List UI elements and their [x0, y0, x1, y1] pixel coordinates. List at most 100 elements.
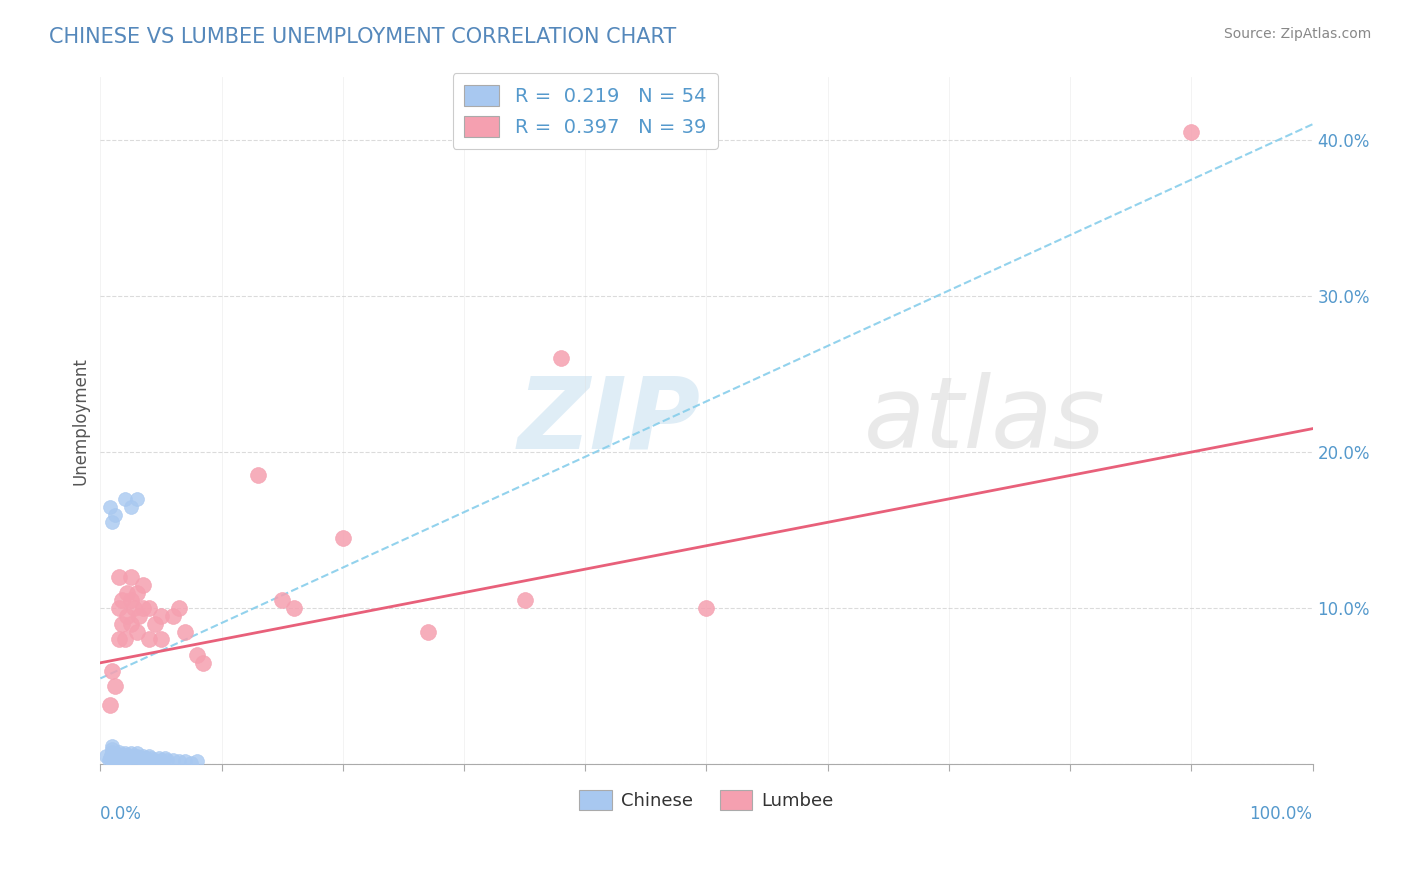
- Point: [138, 753, 160, 767]
- Point: [128, 751, 150, 765]
- Point: [120, 500, 142, 514]
- Point: [149, 632, 172, 647]
- Point: [114, 491, 136, 506]
- Point: [120, 751, 142, 765]
- Text: 100.0%: 100.0%: [1250, 805, 1313, 823]
- Point: [107, 632, 129, 647]
- Point: [101, 745, 124, 759]
- Point: [115, 585, 138, 599]
- Point: [111, 751, 134, 765]
- Point: [124, 601, 146, 615]
- Point: [125, 753, 148, 767]
- Point: [120, 570, 142, 584]
- Point: [174, 624, 197, 639]
- Text: ZIP: ZIP: [517, 372, 702, 469]
- Point: [114, 749, 136, 764]
- Point: [124, 749, 146, 764]
- Point: [132, 749, 155, 764]
- Point: [125, 491, 148, 506]
- Point: [101, 747, 124, 762]
- Point: [110, 749, 132, 764]
- Point: [107, 601, 129, 615]
- Point: [416, 624, 439, 639]
- Point: [186, 648, 208, 662]
- Point: [111, 593, 134, 607]
- Point: [153, 751, 176, 765]
- Point: [141, 751, 163, 765]
- Point: [193, 656, 215, 670]
- Point: [115, 609, 138, 624]
- Point: [132, 578, 155, 592]
- Point: [120, 747, 142, 761]
- Point: [156, 753, 179, 767]
- Y-axis label: Unemployment: Unemployment: [72, 357, 89, 484]
- Point: [283, 601, 305, 615]
- Point: [138, 749, 160, 764]
- Point: [125, 747, 148, 761]
- Point: [1180, 125, 1202, 139]
- Point: [120, 616, 142, 631]
- Point: [174, 754, 197, 768]
- Point: [107, 749, 129, 764]
- Point: [98, 751, 121, 765]
- Point: [167, 601, 190, 615]
- Point: [114, 747, 136, 761]
- Point: [98, 698, 121, 712]
- Point: [125, 585, 148, 599]
- Point: [138, 632, 160, 647]
- Point: [110, 753, 132, 767]
- Point: [101, 741, 124, 756]
- Point: [143, 753, 166, 767]
- Point: [149, 753, 172, 767]
- Point: [111, 747, 134, 762]
- Legend: Chinese, Lumbee: Chinese, Lumbee: [572, 782, 841, 817]
- Point: [132, 601, 155, 615]
- Point: [101, 751, 124, 765]
- Point: [186, 754, 208, 768]
- Point: [96, 749, 118, 764]
- Point: [100, 747, 122, 762]
- Text: CHINESE VS LUMBEE UNEMPLOYMENT CORRELATION CHART: CHINESE VS LUMBEE UNEMPLOYMENT CORRELATI…: [49, 27, 676, 46]
- Point: [101, 516, 124, 530]
- Point: [180, 756, 202, 770]
- Point: [128, 609, 150, 624]
- Point: [114, 753, 136, 767]
- Point: [98, 500, 121, 514]
- Point: [101, 754, 124, 768]
- Point: [115, 751, 138, 765]
- Point: [125, 624, 148, 639]
- Point: [115, 747, 138, 762]
- Point: [107, 745, 129, 759]
- Point: [120, 593, 142, 607]
- Point: [104, 753, 127, 767]
- Point: [513, 593, 536, 607]
- Point: [143, 616, 166, 631]
- Point: [162, 753, 184, 767]
- Point: [107, 570, 129, 584]
- Point: [148, 751, 170, 765]
- Point: [149, 609, 172, 624]
- Point: [97, 753, 120, 767]
- Text: atlas: atlas: [865, 372, 1105, 469]
- Point: [101, 664, 124, 678]
- Point: [114, 632, 136, 647]
- Point: [104, 508, 127, 522]
- Point: [271, 593, 294, 607]
- Point: [104, 749, 127, 764]
- Point: [246, 468, 269, 483]
- Point: [167, 754, 190, 768]
- Point: [550, 351, 572, 366]
- Point: [332, 531, 354, 545]
- Point: [104, 679, 127, 693]
- Text: 0.0%: 0.0%: [100, 805, 142, 823]
- Point: [162, 609, 184, 624]
- Point: [135, 751, 157, 765]
- Point: [111, 616, 134, 631]
- Point: [138, 601, 160, 615]
- Text: Source: ZipAtlas.com: Source: ZipAtlas.com: [1223, 27, 1371, 41]
- Point: [101, 739, 124, 753]
- Point: [125, 749, 148, 764]
- Point: [695, 601, 717, 615]
- Point: [132, 753, 155, 767]
- Point: [105, 747, 128, 761]
